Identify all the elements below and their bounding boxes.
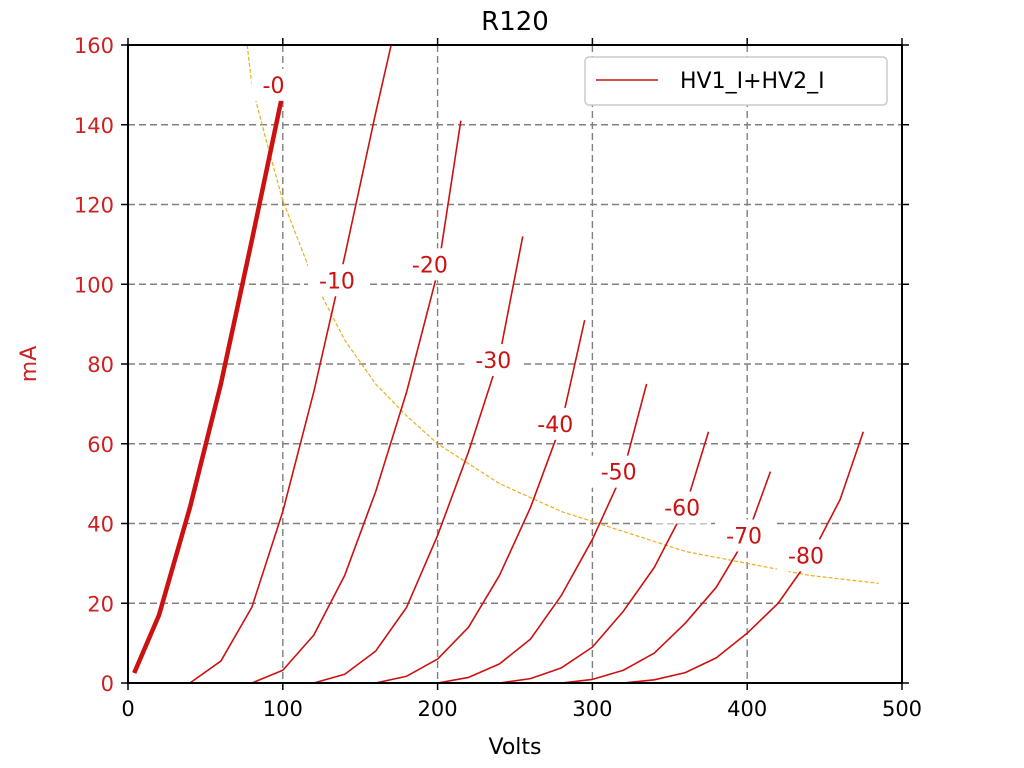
y-tick-label: 40 [87,513,114,537]
y-tick-label: 140 [74,114,114,138]
curve-label: -40 [537,413,573,438]
grid-lines [128,45,902,683]
curve-label-bg [307,264,366,297]
load-line [246,44,879,584]
plate-curve-m10 [189,44,392,684]
curve-label: -0 [263,74,285,99]
x-tick-label: 500 [882,697,922,721]
curve-label-bg [400,248,459,281]
y-tick-label: 100 [74,273,114,297]
y-tick-label: 80 [87,353,114,377]
curve-label: -50 [601,461,637,486]
curve-label-bg [653,491,712,524]
x-tick-label: 200 [418,697,458,721]
y-tick-label: 160 [74,34,114,58]
curve-label-bg [464,344,523,377]
legend: HV1_I+HV2_I [584,56,888,106]
plate-curve-m30 [313,236,524,684]
curve-label-bg [251,68,296,101]
curve-label-bg [589,455,648,488]
plate-curve-m0 [132,92,286,674]
curve-label: -10 [319,269,355,294]
axis-ticks: 0 100 200 300 400 500 0 20 40 60 80 100 120 140 160 [74,34,922,721]
x-tick-label: 400 [727,697,767,721]
chart-title: R120 [481,7,549,37]
plate-curve-m80 [623,431,865,684]
y-axis-label: mA [17,346,42,382]
x-tick-label: 300 [572,697,612,721]
curve-labels: -0 -10 -20 -30 -40 -50 -60 -70 -80 [251,68,836,572]
x-tick-label: 100 [263,697,303,721]
x-tick-label: 0 [121,697,134,721]
legend-entry: HV1_I+HV2_I [680,69,825,94]
curve-label-bg [526,407,585,440]
curve-label: -80 [788,544,824,569]
plate-curve-m20 [251,120,462,684]
curve-label: -60 [664,497,700,522]
y-tick-label: 120 [74,194,114,218]
curve-label: -30 [475,349,511,374]
x-axis-label: Volts [488,735,541,760]
load-line-layer [246,44,879,584]
curve-label: -20 [412,253,448,278]
curve-label-bg [777,539,836,572]
curve-label: -70 [726,524,762,549]
y-tick-label: 60 [87,433,114,457]
legend-box [584,56,888,106]
curve-label-bg [715,519,774,552]
y-tick-label: 0 [101,672,114,696]
y-tick-label: 20 [87,592,114,616]
